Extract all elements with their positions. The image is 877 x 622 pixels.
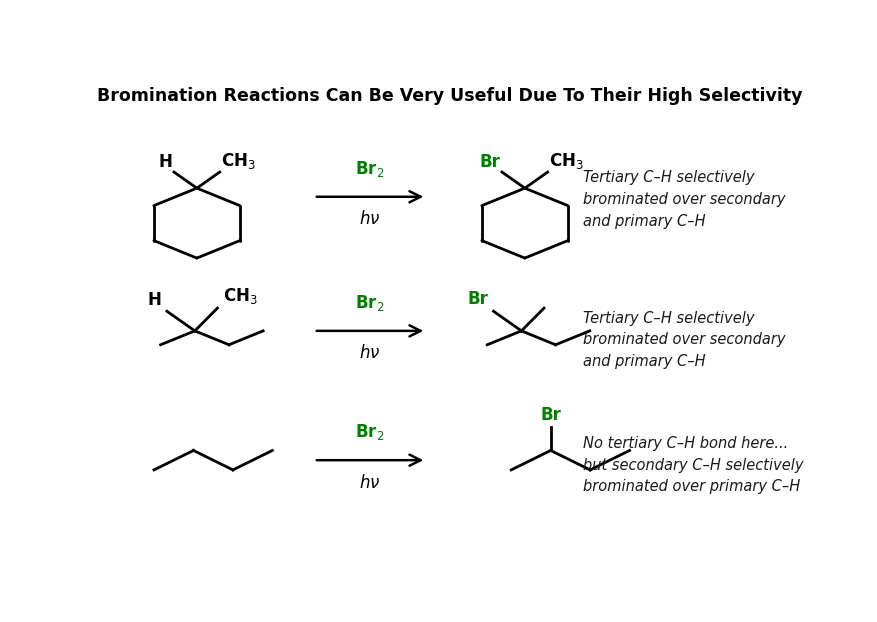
Text: Br: Br	[467, 290, 488, 309]
Text: Br: Br	[479, 153, 500, 171]
Text: Br$_2$: Br$_2$	[355, 422, 384, 442]
Text: H: H	[159, 153, 173, 171]
Text: H: H	[147, 291, 161, 309]
Text: $h\nu$: $h\nu$	[359, 210, 381, 228]
Text: $h\nu$: $h\nu$	[359, 345, 381, 362]
Text: $h\nu$: $h\nu$	[359, 473, 381, 491]
Text: Tertiary C–H selectively
brominated over secondary
and primary C–H: Tertiary C–H selectively brominated over…	[582, 170, 784, 229]
Text: Br$_2$: Br$_2$	[355, 159, 384, 179]
Text: Br$_2$: Br$_2$	[355, 293, 384, 313]
Text: CH$_3$: CH$_3$	[221, 151, 255, 171]
Text: CH$_3$: CH$_3$	[223, 285, 257, 306]
Text: CH$_3$: CH$_3$	[548, 151, 583, 171]
Text: Br: Br	[539, 406, 560, 424]
Text: Bromination Reactions Can Be Very Useful Due To Their High Selectivity: Bromination Reactions Can Be Very Useful…	[97, 86, 802, 104]
Text: No tertiary C–H bond here...
but secondary C–H selectively
brominated over prima: No tertiary C–H bond here... but seconda…	[582, 436, 802, 494]
Text: Tertiary C–H selectively
brominated over secondary
and primary C–H: Tertiary C–H selectively brominated over…	[582, 311, 784, 369]
